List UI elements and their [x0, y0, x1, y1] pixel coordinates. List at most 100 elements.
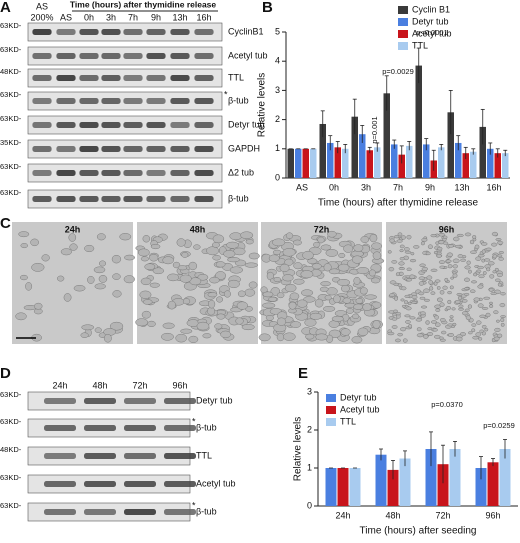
asterisk: * — [192, 500, 196, 510]
bar — [334, 147, 341, 178]
cell — [229, 232, 243, 241]
cell — [419, 296, 426, 300]
cell — [423, 288, 430, 293]
cell — [142, 299, 153, 305]
cell — [141, 310, 151, 319]
cell — [399, 249, 404, 253]
cell — [237, 290, 246, 298]
cell — [438, 260, 446, 264]
blot-band — [56, 196, 76, 202]
bar — [387, 469, 399, 506]
cell — [498, 257, 504, 261]
blot-band — [194, 170, 214, 176]
cell — [84, 244, 95, 253]
cell — [485, 312, 491, 318]
cell — [473, 297, 480, 302]
mw-marker: 35KD- — [0, 138, 22, 147]
cell — [235, 317, 244, 325]
x-tick-label: 7h — [393, 182, 403, 192]
cell — [434, 315, 439, 320]
bar — [337, 468, 349, 506]
cell — [388, 266, 395, 272]
cell — [327, 230, 337, 238]
cell — [500, 315, 506, 318]
cell — [372, 320, 381, 329]
cell — [167, 273, 179, 282]
cell — [276, 317, 287, 326]
cell — [351, 336, 363, 344]
bar — [423, 144, 430, 178]
blot-band — [164, 398, 196, 404]
cell — [484, 328, 489, 332]
blot-band — [170, 98, 190, 104]
lane-label: 13h — [172, 12, 187, 22]
cell — [471, 328, 476, 333]
cell — [437, 246, 443, 251]
cell — [481, 249, 486, 254]
blot-band — [146, 29, 166, 35]
cell — [227, 257, 240, 263]
cell — [293, 278, 305, 285]
panel-letter: E — [298, 365, 308, 382]
cell — [398, 261, 405, 266]
cell — [492, 254, 498, 259]
annotation: p=0.0370 — [431, 400, 463, 409]
cell — [496, 273, 503, 278]
cell — [25, 282, 33, 291]
cell — [214, 323, 223, 330]
blot-band — [170, 170, 190, 176]
blot-band — [84, 398, 116, 404]
blot-band — [32, 53, 52, 59]
cell — [244, 262, 258, 268]
cell — [311, 263, 322, 270]
cell — [394, 235, 400, 239]
blot-band — [194, 122, 214, 128]
cell — [415, 318, 423, 322]
micrograph — [135, 222, 260, 344]
row-label: GAPDH — [228, 143, 260, 153]
x-tick-label: 24h — [335, 510, 350, 520]
blot-band — [84, 453, 116, 459]
blot-band — [44, 425, 76, 431]
cell — [447, 291, 452, 295]
blot-band — [164, 425, 196, 431]
cell — [181, 252, 189, 258]
cell — [497, 333, 503, 338]
cell — [416, 327, 422, 332]
mw-marker: 63KD- — [0, 21, 22, 30]
cell — [359, 287, 368, 295]
cell — [262, 302, 276, 309]
cell — [351, 255, 363, 264]
cell — [300, 270, 314, 279]
cell — [404, 314, 411, 318]
cell — [331, 315, 344, 322]
cell — [337, 278, 351, 286]
cell — [477, 265, 484, 270]
bar — [415, 65, 422, 178]
cell — [94, 327, 102, 333]
cell — [435, 322, 441, 327]
cell — [473, 272, 478, 277]
cell — [405, 320, 411, 324]
blot-band — [170, 75, 190, 81]
cell — [499, 302, 506, 308]
cell — [494, 278, 501, 282]
mw-marker: 63KD- — [0, 114, 22, 123]
cell — [15, 312, 27, 321]
cell — [457, 254, 464, 259]
cell — [197, 273, 209, 281]
legend-swatch — [326, 418, 336, 426]
cell — [179, 274, 192, 283]
cell — [439, 302, 445, 308]
blot-band — [194, 75, 214, 81]
bar — [487, 462, 499, 506]
cell — [436, 253, 442, 258]
blot-band — [101, 53, 121, 59]
cell — [434, 279, 441, 283]
mw-marker: 63KD- — [0, 162, 22, 171]
lane-label: 3h — [106, 12, 116, 22]
cell — [471, 323, 477, 327]
bar — [366, 150, 373, 178]
cell — [449, 318, 454, 322]
